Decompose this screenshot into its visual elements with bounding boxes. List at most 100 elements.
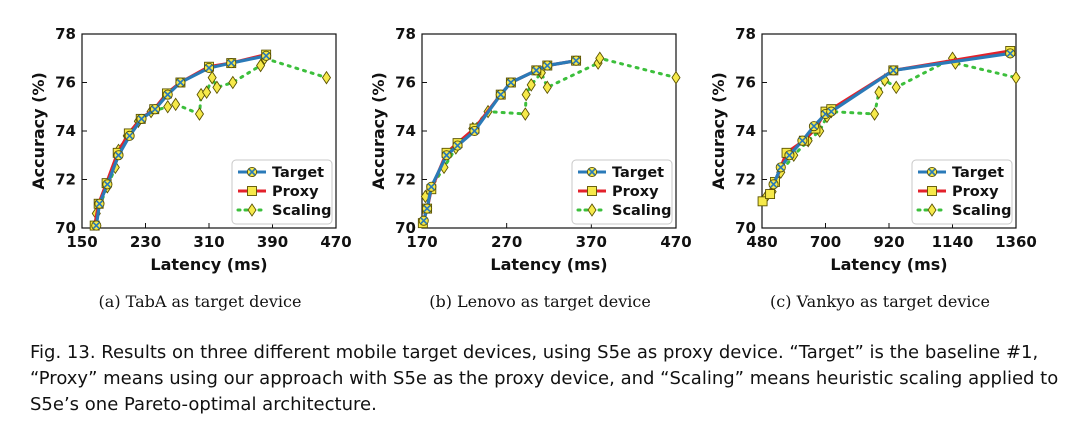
- data-point-scaling: [202, 85, 212, 100]
- data-point-target: [531, 65, 542, 76]
- figure-caption: Fig. 13. Results on three different mobi…: [30, 342, 1059, 415]
- legend-marker-proxy: [927, 186, 937, 196]
- x-axis-title: Latency (ms): [490, 255, 607, 274]
- data-point-target: [124, 130, 135, 141]
- legend-marker-proxy: [587, 186, 597, 196]
- data-point-target: [102, 179, 113, 190]
- chart-panel-lenovo: 170 270 370 470 70 72 74 76 78 Latency (ms) Accura…: [369, 20, 720, 282]
- y-tick-label: 74: [395, 122, 416, 140]
- data-point-scaling: [228, 75, 238, 90]
- x-tick-label: 480: [746, 233, 777, 251]
- data-point-target: [175, 77, 186, 88]
- y-tick-label: 76: [395, 74, 416, 92]
- series-line-scaling: [764, 56, 1018, 198]
- y-tick-label: 70: [395, 219, 416, 237]
- y-tick-label: 72: [395, 171, 416, 189]
- data-point-target: [452, 140, 463, 151]
- y-tick-label: 78: [55, 25, 76, 43]
- x-tick-label: 470: [660, 233, 691, 251]
- data-point-scaling: [870, 107, 880, 121]
- x-axis-title: Latency (ms): [150, 255, 267, 274]
- y-tick-label: 72: [735, 171, 756, 189]
- legend-box: [911, 159, 1013, 225]
- y-tick-label: 70: [55, 219, 76, 237]
- data-point-scaling: [526, 78, 536, 92]
- legend: Target Proxy Scaling: [571, 159, 673, 225]
- data-point-target: [571, 55, 582, 66]
- chart-svg-vankyo: 480 700 920 1140 1360 70 72 74 76 78 Latency (ms) A…: [709, 25, 1037, 274]
- legend-label-proxy: Proxy: [272, 184, 319, 200]
- data-point-scaling: [212, 80, 222, 95]
- legend-label-target: Target: [612, 165, 664, 181]
- data-point-target: [418, 215, 429, 226]
- y-tick-label: 74: [55, 122, 76, 140]
- legend-label-scaling: Scaling: [952, 203, 1011, 219]
- y-tick-label: 78: [735, 25, 756, 43]
- x-tick-label: 470: [320, 233, 351, 251]
- data-point-target: [261, 50, 272, 61]
- legend-label-scaling: Scaling: [612, 203, 671, 219]
- data-point-scaling: [520, 107, 530, 121]
- x-tick-label: 1140: [932, 233, 974, 251]
- legend-marker-scaling: [247, 203, 257, 217]
- data-point-target: [826, 106, 837, 117]
- data-point-target: [505, 77, 516, 88]
- legend-marker-target: [246, 166, 258, 178]
- data-point-target: [495, 89, 506, 100]
- data-point-target: [808, 121, 820, 132]
- x-tick-label: 700: [810, 233, 841, 251]
- y-axis-title: Accuracy (%): [369, 72, 388, 190]
- subcaption-lenovo: (b) Lenovo as target device: [429, 292, 651, 311]
- x-tick-label: 150: [66, 233, 97, 251]
- legend-label-target: Target: [272, 165, 324, 181]
- data-point-target: [1005, 48, 1016, 59]
- y-tick-label: 72: [55, 171, 76, 189]
- legend-marker-scaling: [587, 203, 597, 217]
- y-tick-label: 70: [735, 219, 756, 237]
- x-tick-label: 170: [406, 233, 437, 251]
- data-point-target: [775, 162, 786, 173]
- y-tick-label: 78: [395, 25, 416, 43]
- chart-svg-taba: 150 230 310 390 470 70 72 74 76 78 Latency (ms) Acc…: [29, 25, 352, 274]
- data-point-scaling: [1011, 70, 1021, 85]
- data-point-target: [768, 179, 779, 190]
- legend-marker-target: [926, 166, 938, 178]
- data-point-proxy: [765, 189, 776, 200]
- x-tick-label: 390: [257, 233, 288, 251]
- x-tick-label: 310: [193, 233, 224, 251]
- data-point-target: [149, 104, 161, 115]
- data-point-scaling: [207, 70, 217, 85]
- x-axis-title: Latency (ms): [830, 255, 947, 274]
- y-tick-label: 76: [55, 74, 76, 92]
- x-tick-label: 270: [491, 233, 522, 251]
- data-point-scaling: [521, 87, 531, 102]
- y-tick-label: 74: [735, 122, 756, 140]
- chart-panel-vankyo: 480 700 920 1140 1360 70 72 74 76 78 Latency (ms) A…: [709, 20, 1060, 282]
- legend-box: [571, 159, 673, 225]
- legend-marker-scaling: [927, 203, 937, 217]
- legend-label-target: Target: [952, 165, 1004, 181]
- legend-marker-target: [586, 166, 598, 178]
- data-point-target: [94, 198, 105, 209]
- data-point-scaling: [194, 107, 205, 121]
- data-point-scaling: [671, 70, 681, 85]
- y-axis-title: Accuracy (%): [709, 72, 728, 190]
- data-point-target: [422, 203, 433, 214]
- chart-svg-lenovo: 170 270 370 470 70 72 74 76 78 Latency (ms) Accura…: [369, 25, 692, 274]
- data-point-scaling: [256, 58, 266, 73]
- y-tick-label: 76: [735, 74, 756, 92]
- subcaption-taba: (a) TabA as target device: [98, 292, 302, 311]
- data-point-target: [441, 150, 452, 161]
- data-point-scaling: [891, 80, 901, 95]
- data-point-scaling: [321, 70, 332, 85]
- data-point-target: [784, 150, 795, 161]
- chart-panel-taba: 150 230 310 390 470 70 72 74 76 78 Latency (ms) Acc…: [29, 20, 380, 282]
- data-point-target: [136, 113, 147, 124]
- y-axis-title: Accuracy (%): [29, 72, 48, 190]
- data-point-target: [91, 220, 102, 231]
- data-point-target: [226, 58, 237, 69]
- x-tick-label: 1360: [995, 233, 1037, 251]
- legend-marker-proxy: [247, 186, 257, 196]
- data-point-target: [469, 125, 480, 137]
- data-point-target: [426, 181, 437, 192]
